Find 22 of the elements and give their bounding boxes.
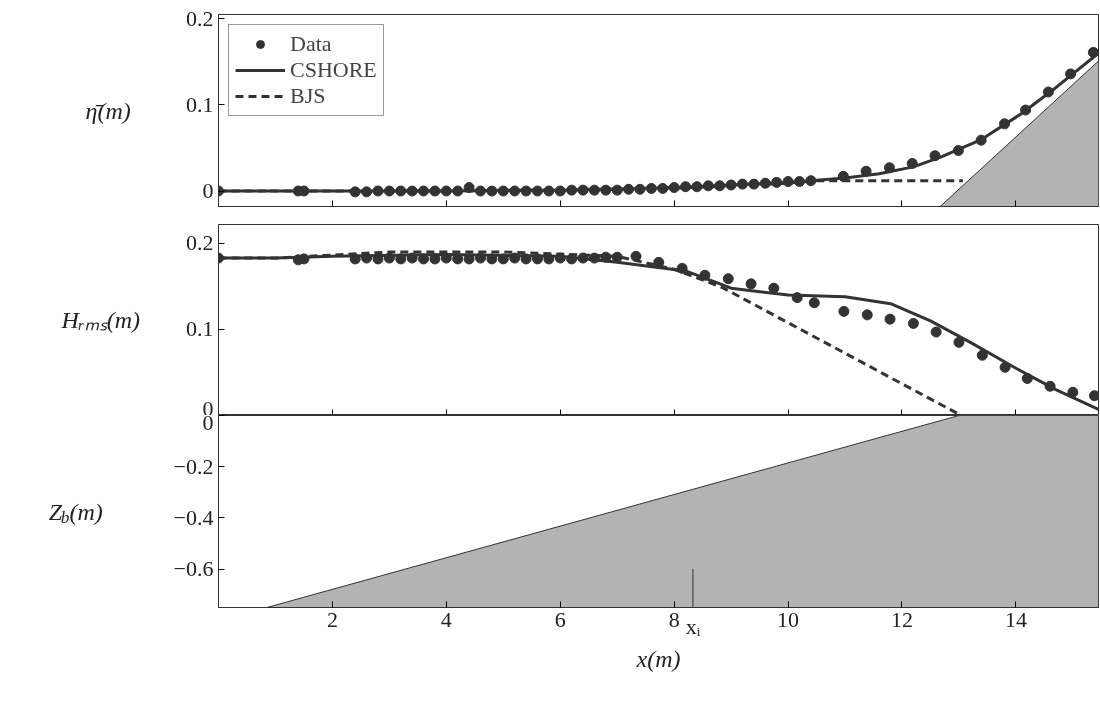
x-tick-label: 2 — [326, 606, 338, 632]
x-tick-label: 6 — [554, 606, 566, 632]
legend-label: CSHORE — [290, 57, 377, 83]
y-tick-label: 0.1 — [186, 91, 214, 117]
y-tick-label: 0 — [202, 178, 214, 203]
legend-label: BJS — [290, 83, 326, 109]
y-tick-label: −0.6 — [173, 556, 214, 582]
x-tick-label: 8 — [668, 606, 680, 632]
x-axis-title: x(m) — [635, 645, 681, 672]
annotation: xᵢ — [685, 613, 701, 639]
y-axis-title: η̄(m) — [85, 97, 131, 124]
y-axis-title: Hᵣₘₛ(m) — [60, 307, 141, 333]
y-tick-label: 0.1 — [186, 316, 214, 342]
y-tick-label: 0.2 — [186, 230, 214, 256]
y-tick-label: −0.2 — [173, 453, 214, 479]
x-tick-label: 12 — [891, 606, 913, 632]
x-tick-label: 14 — [1004, 606, 1027, 632]
x-tick-label: 4 — [440, 606, 452, 632]
y-tick-label: 0.2 — [186, 5, 214, 31]
y-tick-label: −0.4 — [173, 504, 214, 530]
legend-label: Data — [290, 31, 332, 57]
x-tick-label: 10 — [777, 606, 800, 632]
